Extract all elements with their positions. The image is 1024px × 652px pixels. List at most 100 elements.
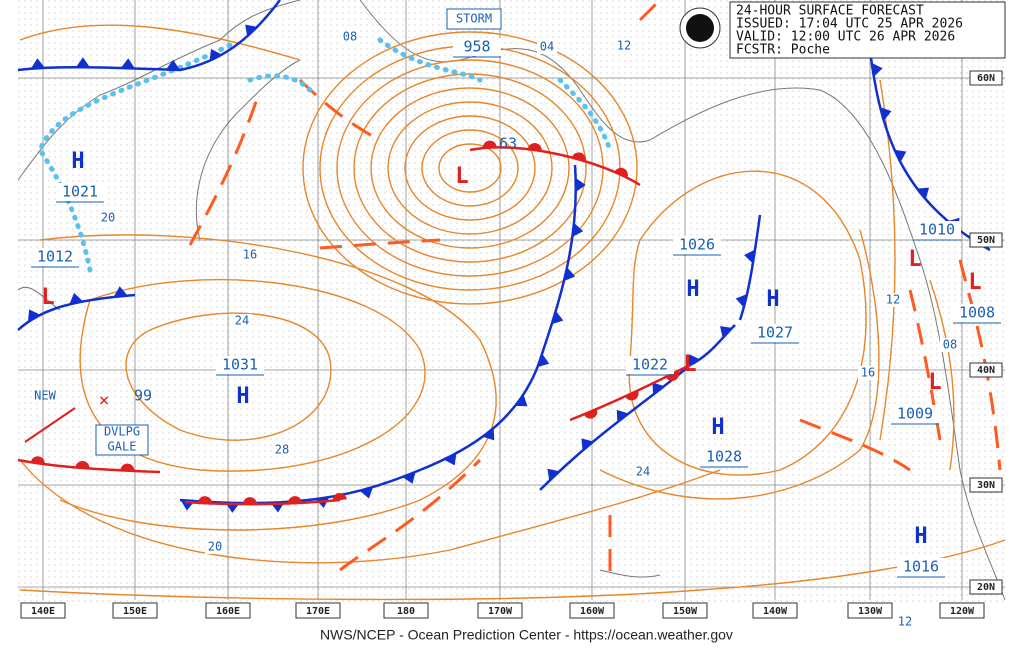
front-triangle [113, 286, 128, 297]
lon-label: 160E [216, 606, 240, 617]
system-symbol: L [41, 285, 54, 310]
pressure-label: 958 [463, 38, 490, 56]
pressure-box [673, 236, 721, 254]
isobar-label-bg [940, 338, 960, 352]
pressure-label: 1010 [919, 221, 955, 239]
system-symbol: H [914, 524, 927, 549]
system-symbol: H [711, 415, 724, 440]
ice-edge [37, 37, 613, 273]
cold-front [539, 324, 736, 491]
isobar-label-bg [205, 540, 225, 554]
front-semicircle [571, 152, 586, 162]
isobar-label: 16 [861, 366, 875, 380]
header-issued: ISSUED: 17:04 UTC 25 APR 2026 [736, 17, 963, 32]
warm-front [469, 146, 641, 187]
pressure-box [751, 324, 799, 342]
footer: NWS/NCEP - Ocean Prediction Center - htt… [320, 627, 733, 643]
lon-box [662, 602, 708, 619]
pressure-box [31, 248, 79, 266]
lon-label: 130W [858, 606, 883, 617]
pressure-label: 1028 [706, 448, 742, 466]
front-semicircle [665, 370, 680, 381]
header-valid: VALID: 12:00 UTC 26 APR 2026 [736, 30, 955, 45]
pressure-label: 1021 [62, 183, 98, 201]
isobar-label-bg [98, 211, 118, 225]
lat-label: 40N [977, 365, 995, 376]
lon-box [383, 602, 429, 619]
front-semicircle [197, 496, 212, 504]
pressure-box [913, 221, 961, 239]
lat-label: 50N [977, 235, 995, 246]
lat-box [969, 579, 1003, 595]
system-symbol: L [968, 270, 981, 295]
header-forecaster: FCSTR: Poche [736, 43, 830, 58]
noaa-logo-inner [686, 14, 714, 42]
lon-label: 150E [123, 606, 147, 617]
front-triangle [720, 326, 733, 339]
cold-front [17, 293, 136, 331]
front-triangle [572, 222, 584, 237]
storm-isobar [438, 143, 502, 193]
motion-arrow [24, 407, 76, 443]
front-triangle [537, 353, 550, 368]
lon-label: 170E [306, 606, 330, 617]
lon-box [112, 602, 158, 619]
pressure-box [626, 356, 674, 374]
isobar-label: 28 [275, 443, 289, 457]
lat-box [969, 362, 1003, 378]
isobar-label-bg [895, 615, 915, 629]
isobar-label-bg [240, 248, 260, 262]
gale-line: GALE [108, 440, 137, 454]
front-semicircle [583, 408, 598, 419]
front-semicircle [332, 493, 347, 501]
front-triangle [871, 62, 883, 77]
front-triangle [245, 24, 258, 37]
lat-box [969, 232, 1003, 248]
front-triangle [563, 267, 576, 282]
storm-isobar [387, 101, 553, 235]
system-symbol: L [928, 370, 941, 395]
lon-label: 120W [950, 606, 975, 617]
lon-box [847, 602, 893, 619]
front-triangle [575, 177, 586, 192]
isobar-label: 12 [617, 39, 631, 53]
map-background [18, 0, 1006, 605]
lon-box [939, 602, 985, 619]
storm-isobar [421, 129, 519, 207]
header-box [729, 1, 1006, 59]
system-symbol: H [236, 384, 249, 409]
isobar-label: 20 [101, 211, 115, 225]
isobar-label: 12 [886, 293, 900, 307]
new-label: NEW [34, 389, 56, 403]
storm-isobar [353, 73, 587, 263]
lon-label: 140W [763, 606, 788, 617]
isobar-label-bg [614, 39, 634, 53]
isobar-label: 08 [343, 30, 357, 44]
lon-label: 160W [580, 606, 605, 617]
front-triangle [735, 293, 748, 308]
front-triangle [30, 58, 45, 69]
isobar-label-bg [633, 465, 653, 479]
warm-front [569, 363, 691, 422]
storm-isobar [370, 87, 570, 249]
front-triangle [581, 438, 594, 451]
front-triangle [551, 310, 564, 325]
storm-label: STORM [456, 12, 492, 26]
pressure-box [953, 304, 1001, 322]
storm-isobar [302, 31, 638, 305]
lat-box [969, 70, 1003, 86]
front-triangle [744, 249, 756, 264]
front-semicircle [482, 140, 497, 148]
header-title: 24-HOUR SURFACE FORECAST [736, 4, 924, 19]
cold-front [179, 164, 577, 505]
labels: 140E 150E 160E 170E 180 170W 160W 150W 140W 130W 1… [20, 30, 1003, 629]
lat-label: 20N [977, 582, 995, 593]
front-triangle [359, 487, 374, 499]
storm-isobar [404, 115, 536, 221]
front-triangle [209, 48, 222, 62]
lon-box [477, 602, 523, 619]
pressure-label: 1012 [37, 248, 73, 266]
isobar-label-bg [340, 30, 360, 44]
